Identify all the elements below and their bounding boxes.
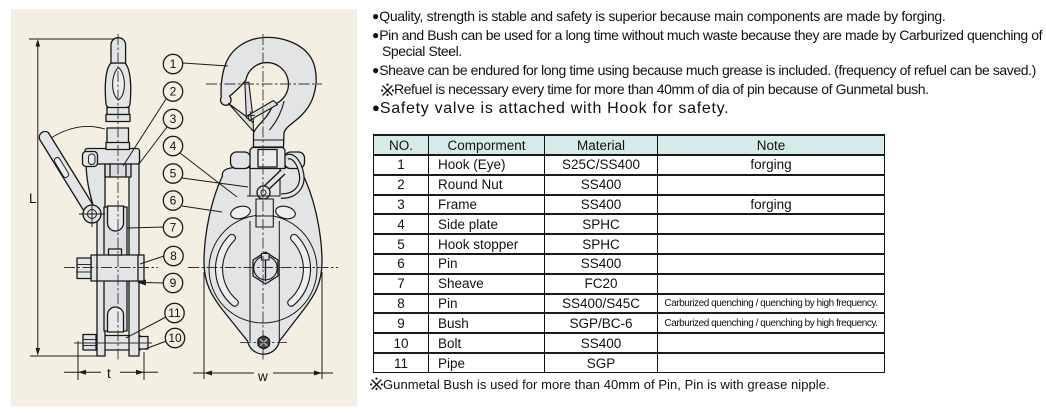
svg-text:1: 1 [170, 57, 177, 71]
svg-text:8: 8 [170, 249, 177, 263]
svg-text:2: 2 [170, 85, 177, 99]
svg-text:3: 3 [170, 112, 177, 126]
svg-text:5: 5 [170, 167, 177, 181]
svg-text:10: 10 [168, 331, 182, 345]
svg-text:L: L [29, 191, 37, 206]
svg-text:11: 11 [168, 306, 181, 320]
svg-text:4: 4 [170, 139, 177, 153]
svg-text:6: 6 [170, 194, 177, 208]
svg-text:7: 7 [170, 221, 177, 235]
svg-text:t: t [107, 366, 111, 381]
svg-text:w: w [257, 369, 268, 384]
svg-text:9: 9 [170, 276, 177, 290]
